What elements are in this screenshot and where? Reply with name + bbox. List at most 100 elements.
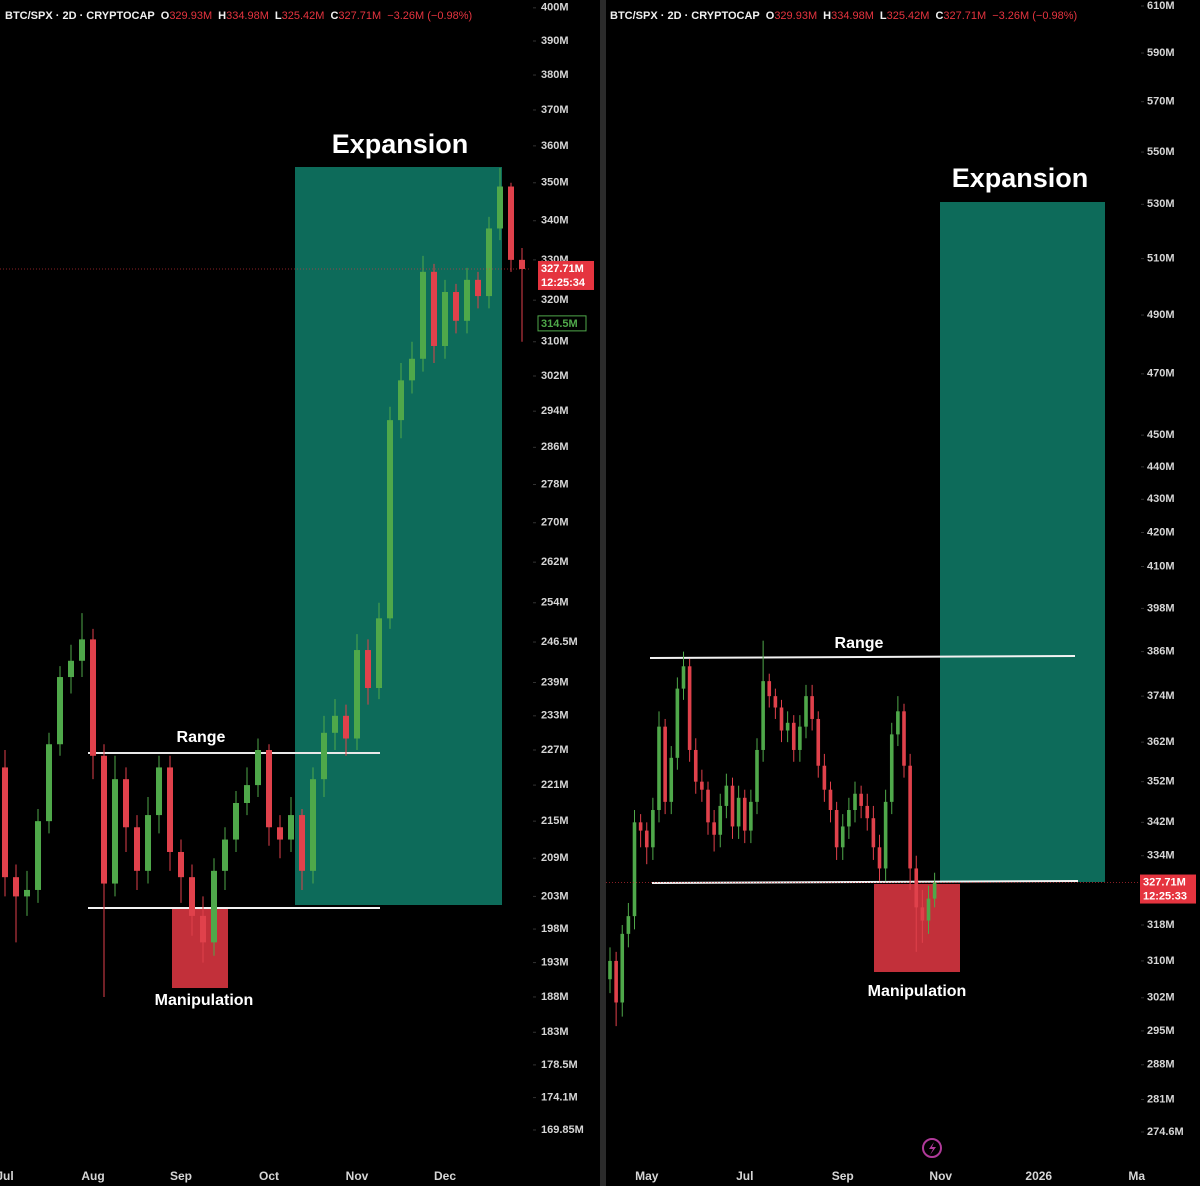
y-tick-label: 302M: [541, 370, 569, 382]
symbol-header: BTC/SPX · 2D · CRYPTOCAP O329.93M H334.98M…: [5, 10, 472, 22]
candle-body: [464, 279, 470, 321]
candle-body: [706, 789, 710, 823]
candle-body: [791, 722, 796, 750]
candle-body: [486, 228, 492, 297]
x-tick-label: Sep: [832, 1169, 854, 1183]
candle-body: [926, 898, 931, 921]
ohlc-value: 325.42M: [887, 10, 930, 22]
range-label: Range: [835, 635, 884, 652]
candle-body: [761, 681, 765, 750]
manipulation-label: Manipulation: [868, 983, 967, 1000]
y-tick-label: 286M: [541, 441, 569, 453]
y-tick-label: 320M: [541, 294, 569, 306]
price-tag-label: 327.71M: [1143, 876, 1186, 888]
y-tick-label: 274.6M: [1147, 1126, 1184, 1138]
candle-body: [332, 715, 338, 733]
x-tick-label: Aug: [81, 1169, 104, 1183]
y-tick-label: 209M: [541, 852, 569, 864]
price-tag-label: 327.71M: [541, 263, 584, 275]
candle-body: [310, 779, 316, 871]
y-tick-label: 398M: [1147, 602, 1175, 614]
ohlc-value: 325.42M: [282, 10, 325, 22]
y-tick-label: 254M: [541, 597, 569, 609]
y-tick-label: 227M: [541, 744, 569, 756]
candle-body: [840, 826, 845, 848]
candle-body: [189, 877, 195, 916]
candle-body: [883, 801, 888, 869]
candle-body: [409, 358, 415, 381]
candle-body: [431, 271, 437, 346]
y-tick-label: 510M: [1147, 252, 1175, 264]
candle-body: [13, 877, 19, 897]
candle-body: [669, 757, 674, 802]
candle-body: [785, 722, 790, 731]
candle-body: [681, 666, 686, 689]
candle-body: [79, 639, 85, 661]
candle-body: [773, 696, 778, 708]
candle-body: [859, 793, 863, 806]
symbol-header: BTC/SPX · 2D · CRYPTOCAP O329.93M H334.98M…: [610, 10, 1077, 22]
candle-body: [700, 781, 704, 790]
ohlc-key: H: [218, 10, 226, 22]
candle-body: [453, 292, 459, 321]
y-tick-label: 386M: [1147, 645, 1175, 657]
y-tick-label: 318M: [1147, 919, 1175, 931]
candle-body: [156, 767, 162, 816]
y-tick-label: 169.85M: [541, 1124, 584, 1136]
x-tick-label: May: [635, 1169, 659, 1183]
ohlc-key: C: [935, 10, 943, 22]
candle-body: [167, 767, 173, 852]
expansion-zone: [940, 202, 1105, 882]
candle-body: [871, 818, 876, 848]
x-tick-label: Nov: [346, 1169, 369, 1183]
candle-body: [244, 785, 250, 804]
candle-body: [896, 711, 900, 735]
y-tick-label: 215M: [541, 815, 569, 827]
ohlc-value: 334.98M: [831, 10, 874, 22]
y-tick-label: 380M: [541, 69, 569, 81]
candle-body: [608, 960, 612, 980]
expansion-label: Expansion: [332, 129, 469, 159]
chart-pane: Expansion Range Manipulation 610M 590M 570…: [606, 0, 1196, 1183]
ohlc-value: 329.93M: [774, 10, 817, 22]
y-tick-label: 262M: [541, 556, 569, 568]
candle-body: [178, 851, 184, 878]
candle-body: [497, 186, 503, 229]
chart-pane: Expansion Range Manipulation 400M 390M 380…: [0, 2, 594, 1183]
price-tag-countdown: 12:25:33: [1143, 890, 1187, 902]
ohlc-key: H: [823, 10, 831, 22]
y-tick-label: 288M: [1147, 1059, 1175, 1071]
ohlc-key: L: [275, 10, 282, 22]
candle-body: [266, 750, 272, 828]
candle-body: [877, 847, 882, 869]
y-tick-label: 550M: [1147, 146, 1175, 158]
candle-body: [749, 801, 753, 831]
y-tick-label: 278M: [541, 478, 569, 490]
candle-body: [90, 639, 96, 756]
candle-body: [321, 732, 327, 780]
y-tick-label: 360M: [541, 140, 569, 152]
y-tick-label: 270M: [541, 517, 569, 529]
candle-body: [46, 744, 52, 822]
candle-body: [354, 650, 360, 739]
candle-body: [626, 916, 631, 934]
ohlc-value: 334.98M: [226, 10, 269, 22]
y-tick-label: 203M: [541, 890, 569, 902]
y-tick-label: 183M: [541, 1026, 569, 1038]
candle-body: [810, 696, 814, 719]
y-tick-label: 198M: [541, 923, 569, 935]
alert-icon[interactable]: [922, 1138, 942, 1158]
ohlc-key: O: [766, 10, 775, 22]
y-tick-label: 302M: [1147, 992, 1175, 1004]
candle-body: [914, 868, 919, 908]
candle-body: [816, 718, 821, 766]
y-tick-label: 490M: [1147, 309, 1175, 321]
x-tick-label: Dec: [434, 1169, 456, 1183]
y-tick-label: 310M: [1147, 955, 1175, 967]
y-tick-label: 400M: [541, 2, 569, 14]
candle-body: [57, 677, 63, 745]
candle-body: [2, 767, 8, 878]
y-tick-label: 221M: [541, 779, 569, 791]
ohlc-key: C: [330, 10, 338, 22]
